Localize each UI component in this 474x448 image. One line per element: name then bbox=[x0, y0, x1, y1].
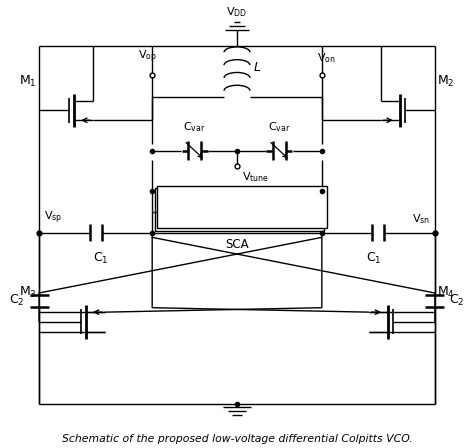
Text: $\mathrm{C_{var}}$: $\mathrm{C_{var}}$ bbox=[183, 120, 206, 134]
Text: $\mathrm{C_1}$: $\mathrm{C_1}$ bbox=[366, 251, 382, 266]
Text: $\mathrm{V_{on}}$: $\mathrm{V_{on}}$ bbox=[317, 51, 336, 65]
Text: $\mathrm{V_{op}}$: $\mathrm{V_{op}}$ bbox=[138, 49, 157, 65]
Text: $\mathrm{C_{var}}$: $\mathrm{C_{var}}$ bbox=[268, 120, 291, 134]
Text: $\mathrm{M_3}$: $\mathrm{M_3}$ bbox=[19, 284, 36, 300]
Bar bbox=[155, 188, 324, 231]
Text: $\mathrm{M_1}$: $\mathrm{M_1}$ bbox=[19, 74, 36, 89]
Text: $\mathrm{C_2}$: $\mathrm{C_2}$ bbox=[449, 293, 465, 308]
Text: $\mathrm{V_{tune}}$: $\mathrm{V_{tune}}$ bbox=[242, 171, 269, 185]
Text: $\mathrm{C_1}$: $\mathrm{C_1}$ bbox=[92, 251, 108, 266]
Bar bbox=[152, 190, 322, 233]
Text: $\mathrm{M_4}$: $\mathrm{M_4}$ bbox=[438, 284, 455, 300]
Text: Schematic of the proposed low-voltage differential Colpitts VCO.: Schematic of the proposed low-voltage di… bbox=[62, 435, 412, 444]
Text: $\mathrm{V_{sn}}$: $\mathrm{V_{sn}}$ bbox=[412, 212, 430, 226]
Text: $\mathrm{V_{DD}}$: $\mathrm{V_{DD}}$ bbox=[227, 5, 247, 19]
Bar bbox=[157, 186, 327, 228]
Text: $\mathrm{C_2}$: $\mathrm{C_2}$ bbox=[9, 293, 25, 308]
Text: SCA: SCA bbox=[225, 238, 249, 251]
Text: $L$: $L$ bbox=[254, 60, 262, 73]
Text: $\mathrm{V_{sp}}$: $\mathrm{V_{sp}}$ bbox=[44, 210, 62, 226]
Text: $\mathrm{M_2}$: $\mathrm{M_2}$ bbox=[438, 74, 455, 89]
